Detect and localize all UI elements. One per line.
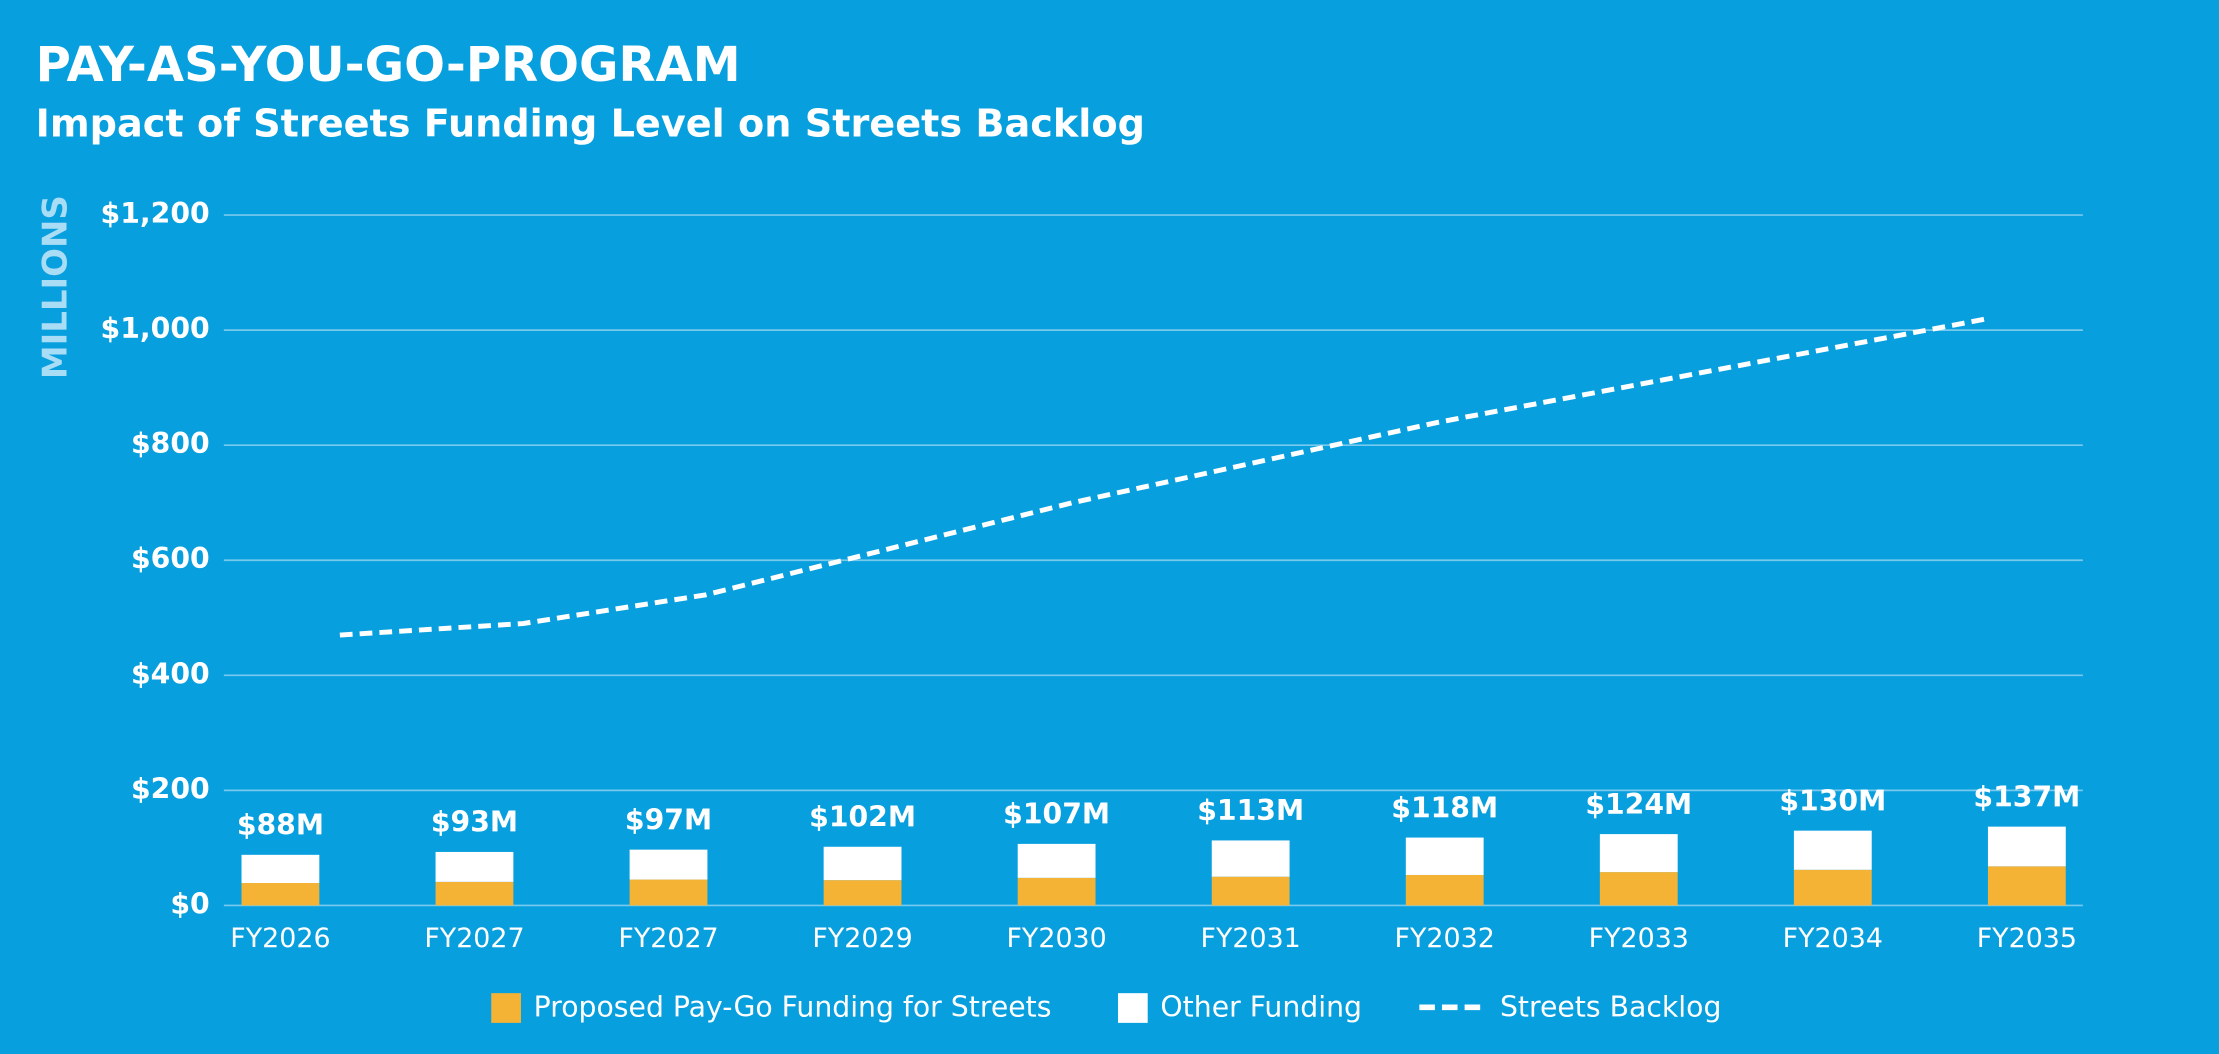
- value-label: $107M: [1003, 798, 1110, 831]
- bar: [823, 846, 902, 881]
- legend-label: Streets Backlog: [1500, 991, 1721, 1024]
- bar: [823, 880, 902, 906]
- legend-swatch: [1117, 993, 1148, 1023]
- legend-swatch: [491, 993, 521, 1023]
- bar: [1017, 877, 1096, 906]
- y-axis-label: MILLIONS: [35, 195, 75, 379]
- bar: [1599, 834, 1678, 873]
- value-label: $130M: [1779, 784, 1886, 817]
- x-tick-label: FY2027: [618, 923, 718, 954]
- x-tick-label: FY2035: [1977, 923, 2077, 954]
- value-label: $93M: [431, 806, 518, 839]
- y-tick-label: $0: [170, 887, 209, 920]
- x-tick-label: FY2033: [1589, 923, 1689, 954]
- bar: [629, 849, 708, 880]
- chart-subtitle: Impact of Streets Funding Level on Stree…: [36, 102, 1145, 146]
- x-tick-label: FY2031: [1201, 923, 1301, 954]
- y-tick-label: $400: [131, 657, 210, 690]
- value-label: $88M: [237, 809, 324, 842]
- x-tick-label: FY2026: [230, 923, 330, 954]
- bar: [241, 854, 320, 884]
- value-label: $102M: [809, 800, 916, 833]
- x-tick-label: FY2030: [1006, 923, 1106, 954]
- legend: Proposed Pay-Go Funding for Streets Other…: [491, 991, 1721, 1024]
- value-label: $124M: [1585, 788, 1692, 821]
- bar: [435, 851, 514, 882]
- y-tick-label: $1,000: [101, 312, 210, 345]
- bar: [1405, 874, 1484, 906]
- bar: [1405, 837, 1484, 875]
- x-tick-label: FY2029: [812, 923, 912, 954]
- y-tick-label: $200: [131, 772, 210, 805]
- value-label: $97M: [625, 803, 712, 836]
- y-tick-label: $1,200: [101, 197, 210, 230]
- y-tick-label: $800: [131, 427, 210, 460]
- bar: [1987, 826, 2066, 867]
- value-label: $113M: [1197, 794, 1304, 827]
- bar: [1793, 869, 1872, 906]
- value-label: $118M: [1391, 791, 1498, 824]
- bar: [435, 881, 514, 906]
- y-tick-label: $600: [131, 542, 210, 575]
- bar: [1017, 843, 1096, 878]
- value-label: $137M: [1973, 780, 2080, 813]
- bar: [241, 883, 320, 906]
- chart-title: PAY-AS-YOU-GO-PROGRAM: [36, 37, 741, 93]
- x-tick-label: FY2034: [1783, 923, 1883, 954]
- line: [339, 316, 1989, 638]
- bar: [1599, 872, 1678, 906]
- bar: [1793, 830, 1872, 870]
- bar: [629, 879, 708, 906]
- bar: [1987, 866, 2066, 906]
- x-tick-label: FY2027: [424, 923, 524, 954]
- legend-label: Proposed Pay-Go Funding for Streets: [534, 991, 1052, 1024]
- legend-label: Other Funding: [1160, 991, 1362, 1024]
- bar: [1211, 876, 1290, 906]
- x-tick-label: FY2032: [1395, 923, 1495, 954]
- bar: [1211, 840, 1290, 877]
